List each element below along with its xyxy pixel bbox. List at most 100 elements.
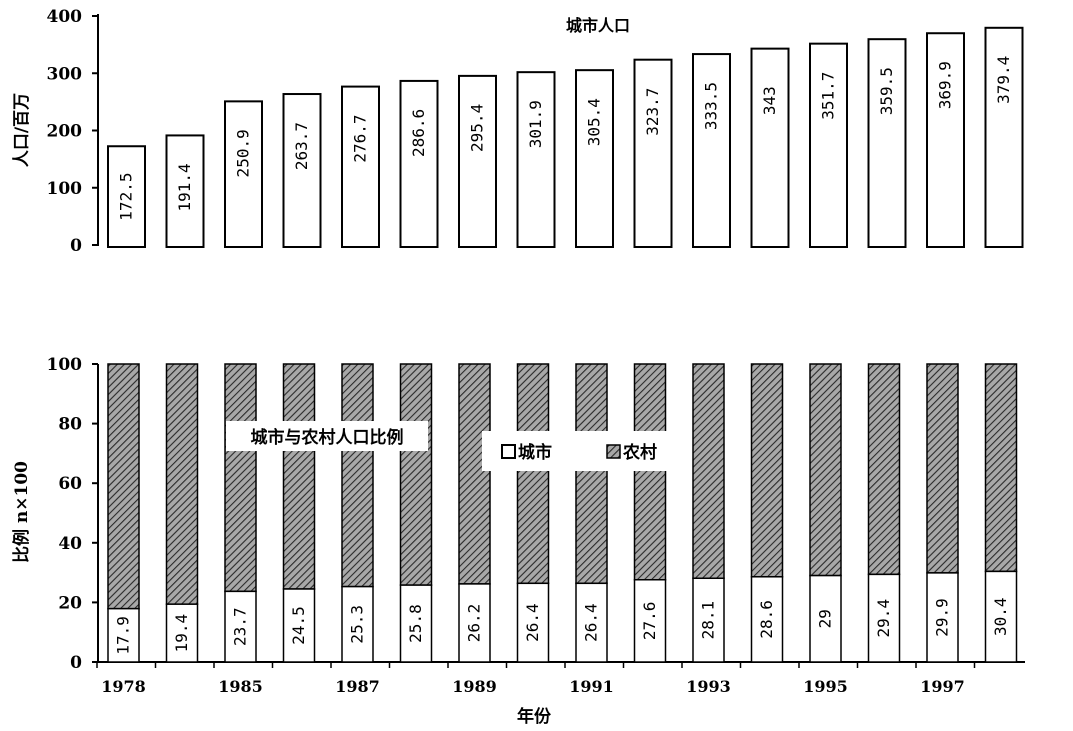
bottom-x-tick-label-4: 1991 xyxy=(569,677,614,696)
top-bar-label-0: 172.5 xyxy=(117,173,136,221)
bottom-y-tick-label-4: 80 xyxy=(58,415,82,435)
bottom-bar-label-9: 27.6 xyxy=(640,602,659,641)
bottom-bar-urban-4 xyxy=(341,585,374,663)
top-y-tick-label-0: 0 xyxy=(70,236,82,256)
top-bar-label-11: 343 xyxy=(760,86,779,115)
top-bar-9 xyxy=(633,58,673,249)
bottom-bar-label-15: 30.4 xyxy=(991,597,1010,636)
bottom-x-tick-label-2: 1987 xyxy=(335,677,380,696)
bottom-bar-urban-7 xyxy=(516,582,550,663)
top-bar-label-7: 301.9 xyxy=(526,100,545,148)
bottom-chart: 0 20 40 60 80 100 17.9 19.4 23.7 24.5 25.3 25.8 26.… xyxy=(11,355,1025,727)
bottom-bar-rural-9 xyxy=(633,363,667,581)
top-y-tick-label-2: 200 xyxy=(47,122,83,142)
bottom-bar-urban-9 xyxy=(633,579,667,663)
top-bar-label-5: 286.6 xyxy=(409,109,428,157)
top-bar-3 xyxy=(282,93,322,248)
bottom-x-axis-label: 年份 xyxy=(517,706,552,727)
bottom-bar-label-12: 29 xyxy=(816,609,835,628)
bottom-bar-rural-1 xyxy=(165,363,199,605)
bottom-x-tick-label-6: 1995 xyxy=(803,677,848,696)
bottom-x-tick-label-3: 1989 xyxy=(452,677,497,696)
top-bar-label-14: 369.9 xyxy=(936,61,955,109)
top-bar-label-9: 323.7 xyxy=(643,88,662,136)
bottom-bar-rural-3 xyxy=(282,363,316,590)
bottom-bar-urban-15 xyxy=(984,570,1018,663)
bottom-chart-title-box xyxy=(226,421,428,451)
bottom-bar-urban-10 xyxy=(692,577,725,663)
bottom-bar-label-5: 25.8 xyxy=(406,604,425,643)
top-bar-14 xyxy=(926,32,965,248)
legend-label-urban: 城市 xyxy=(518,442,552,463)
legend-label-rural: 农村 xyxy=(622,442,657,463)
top-bar-label-13: 359.5 xyxy=(877,67,896,115)
top-bar-0 xyxy=(107,145,146,248)
bottom-bar-urban-1 xyxy=(165,603,199,663)
bottom-bar-urban-6 xyxy=(458,583,491,663)
bottom-bar-label-0: 17.9 xyxy=(114,616,133,655)
bottom-bar-urban-14 xyxy=(926,572,959,663)
bottom-bar-rural-11 xyxy=(750,363,784,578)
legend-swatch-urban xyxy=(501,444,516,459)
top-bar-2 xyxy=(224,100,263,248)
bottom-y-tick-label-2: 40 xyxy=(58,534,82,554)
bottom-bar-rural-6 xyxy=(458,363,491,585)
top-bar-12 xyxy=(809,42,848,248)
top-bar-label-4: 276.7 xyxy=(351,115,370,163)
bottom-bar-label-4: 25.3 xyxy=(348,605,367,644)
top-bar-5 xyxy=(399,79,439,249)
bottom-bar-label-14: 29.9 xyxy=(933,598,952,637)
top-bar-label-15: 379.4 xyxy=(994,56,1013,104)
bottom-bar-urban-8 xyxy=(575,582,608,663)
bottom-bar-urban-3 xyxy=(282,588,316,663)
top-bar-label-3: 263.7 xyxy=(292,122,311,170)
bottom-bar-urban-0 xyxy=(107,607,140,663)
bottom-bar-rural-5 xyxy=(399,363,433,586)
bottom-x-tick-label-1: 1985 xyxy=(218,677,263,696)
top-bar-13 xyxy=(867,38,907,248)
bottom-y-tick-label-0: 0 xyxy=(70,653,82,673)
bottom-bar-rural-13 xyxy=(867,363,901,576)
top-bar-label-10: 333.5 xyxy=(702,82,721,130)
top-bar-15 xyxy=(984,26,1024,248)
bottom-bar-label-13: 29.4 xyxy=(874,599,893,638)
top-bars: 172.5 191.4 250.9 263.7 276.7 286.6 295.4 301.9… xyxy=(107,26,1024,249)
bottom-bar-label-2: 23.7 xyxy=(231,607,250,646)
top-bar-label-8: 305.4 xyxy=(585,98,604,146)
top-y-tick-label-1: 100 xyxy=(47,179,83,199)
bottom-bar-label-3: 24.5 xyxy=(289,606,308,645)
bottom-x-ticks: 1978 1985 1987 1989 1991 1993 1995 1997 xyxy=(96,662,976,696)
bottom-bar-urban-5 xyxy=(399,584,433,663)
bottom-bars: 17.9 19.4 23.7 24.5 25.3 25.8 26.2 26.4 26.4 27.6… xyxy=(107,363,1018,663)
top-bar-label-6: 295.4 xyxy=(468,104,487,152)
top-bar-4 xyxy=(341,85,380,248)
top-bar-6 xyxy=(458,74,497,248)
bottom-chart-title: 城市与农村人口比例 xyxy=(251,427,404,448)
bottom-y-tick-label-3: 60 xyxy=(58,474,82,494)
top-chart-title: 城市人口 xyxy=(566,16,630,35)
top-bar-7 xyxy=(516,71,556,248)
bottom-y-tick-label-5: 100 xyxy=(47,355,83,375)
bottom-bar-rural-0 xyxy=(107,363,140,610)
top-bar-label-1: 191.4 xyxy=(175,163,194,211)
bottom-bar-label-8: 26.4 xyxy=(582,603,601,642)
legend-swatch-rural xyxy=(606,444,621,459)
bottom-x-tick-label-5: 1993 xyxy=(686,677,731,696)
bottom-bar-urban-13 xyxy=(867,573,901,663)
bottom-bar-rural-12 xyxy=(809,363,842,577)
top-y-ticks: 0 100 200 300 400 xyxy=(47,7,98,256)
top-y-tick-label-3: 300 xyxy=(47,64,83,84)
bottom-bar-label-11: 28.6 xyxy=(757,600,776,639)
bottom-bar-urban-2 xyxy=(224,590,257,663)
bottom-x-tick-label-7: 1997 xyxy=(920,677,965,696)
top-y-axis-label: 人口/百万 xyxy=(12,93,32,167)
top-bar-8 xyxy=(575,69,614,249)
bottom-x-tick-label-0: 1978 xyxy=(101,677,146,696)
bottom-bar-rural-15 xyxy=(984,363,1018,573)
bottom-bar-rural-10 xyxy=(692,363,725,580)
top-bar-label-12: 351.7 xyxy=(819,72,838,120)
bottom-bar-label-10: 28.1 xyxy=(699,601,718,640)
bottom-bar-rural-2 xyxy=(224,363,257,593)
top-chart: 0 100 200 300 400 172.5 191.4 250.9 263.7 276.7 2… xyxy=(12,7,1024,256)
